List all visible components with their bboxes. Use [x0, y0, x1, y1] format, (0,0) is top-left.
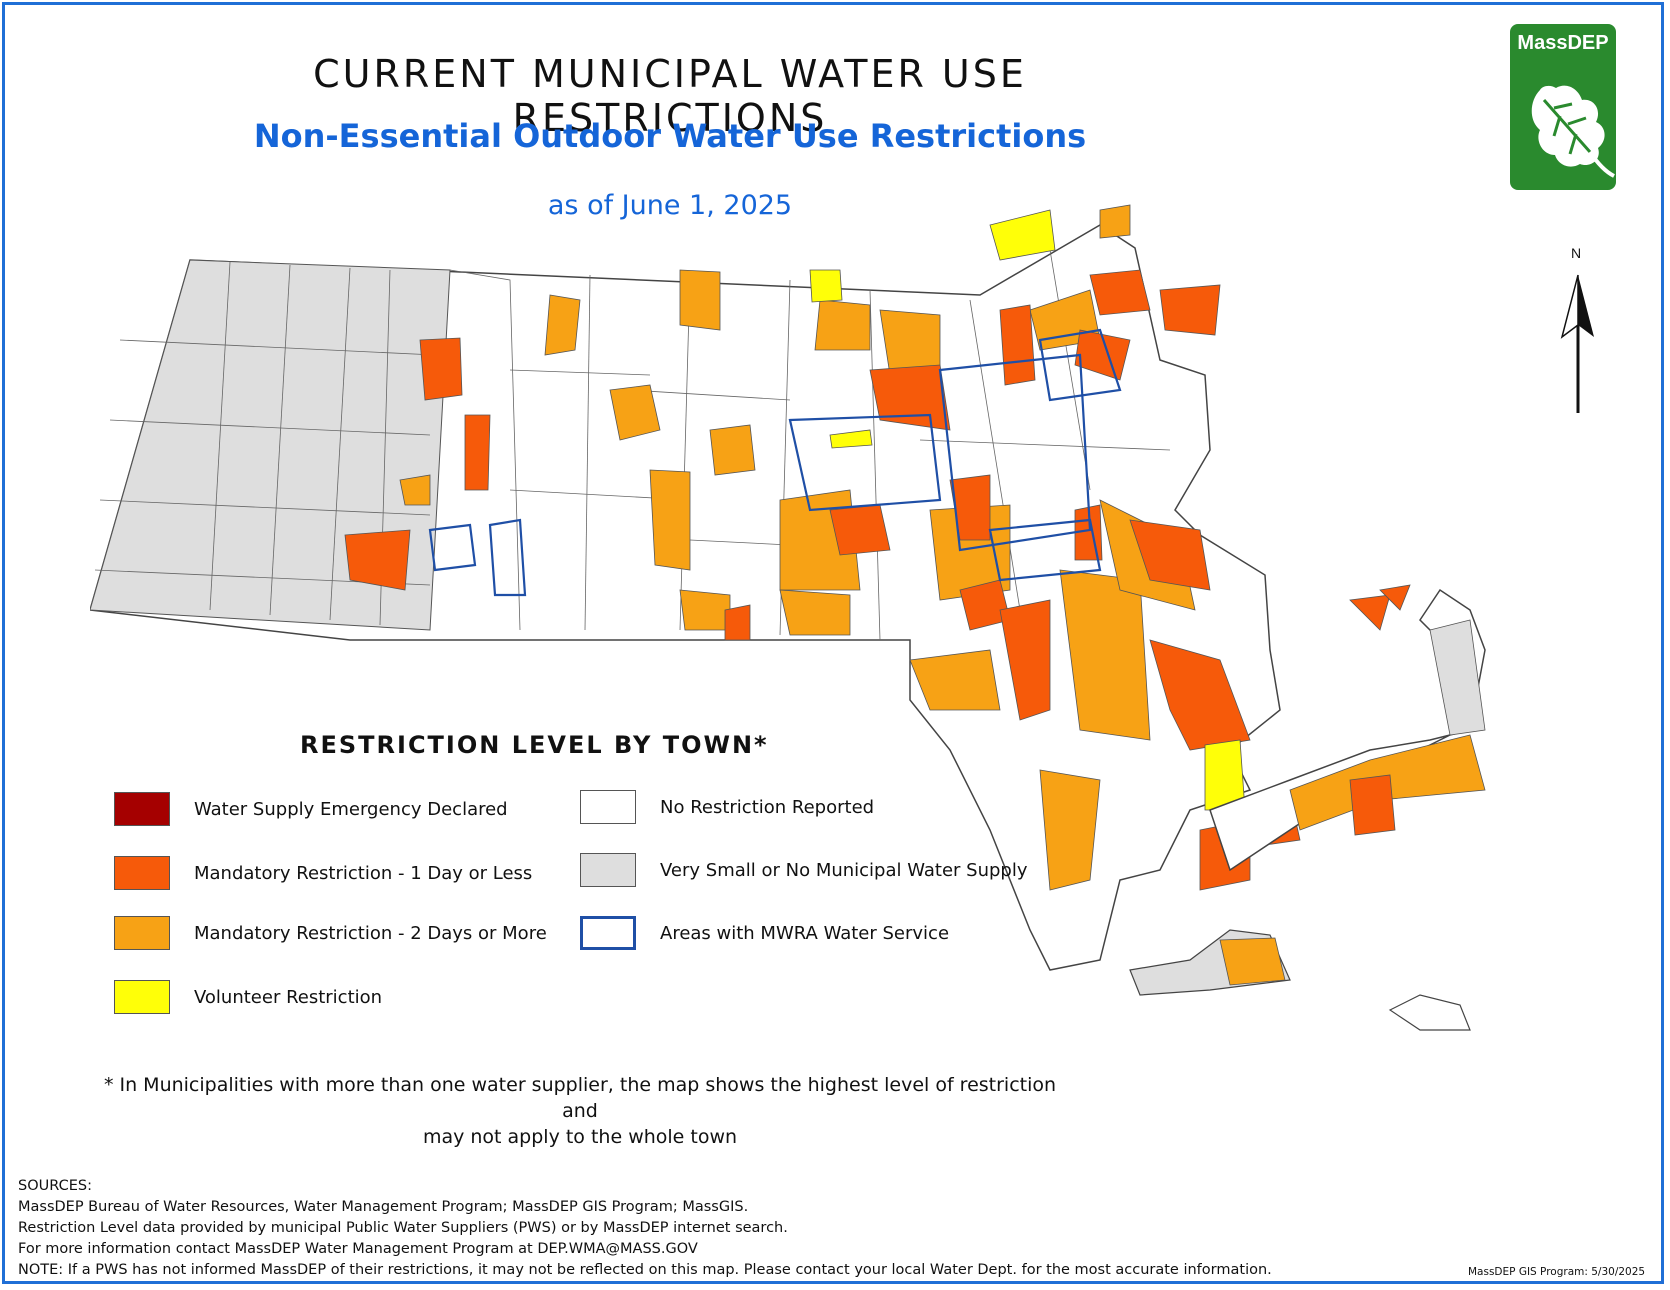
cape-no-supply: [1429, 619, 1486, 736]
massachusetts-map: [90, 204, 1486, 1031]
footnote-line: may not apply to the whole town: [422, 1126, 738, 1148]
sources-line: Restriction Level data provided by munic…: [18, 1220, 788, 1236]
legend-swatch: [580, 916, 636, 950]
legend-swatch: [114, 980, 170, 1014]
north-label: N: [1571, 245, 1582, 261]
sources-line: For more information contact MassDEP Wat…: [18, 1241, 698, 1257]
sources-line: MassDEP Bureau of Water Resources, Water…: [18, 1199, 749, 1215]
cape-mandatory-1-day: [1349, 774, 1396, 836]
legend-title: RESTRICTION LEVEL BY TOWN*: [300, 731, 769, 759]
mwra-service-outlines: [428, 328, 1122, 597]
footnote: * In Municipalities with more than one w…: [90, 1072, 1070, 1150]
legend-swatch: [580, 853, 636, 887]
massdep-logo: MassDEP: [1510, 24, 1616, 190]
map-title: CURRENT MUNICIPAL WATER USE RESTRICTIONS: [313, 52, 1027, 140]
legend-swatch: [580, 790, 636, 824]
legend-swatch: [114, 916, 170, 950]
sources-line: NOTE: If a PWS has not informed MassDEP …: [18, 1262, 1272, 1278]
sources-line: SOURCES:: [18, 1178, 92, 1194]
oak-leaf-icon: [1531, 85, 1615, 178]
nantucket: [1388, 994, 1471, 1031]
map-date: as of June 1, 2025: [547, 190, 793, 221]
towns-mandatory-1-day: [344, 269, 1391, 891]
credit: MassDEP GIS Program: 5/30/2025: [1468, 1266, 1646, 1278]
legend-label: Areas with MWRA Water Service: [660, 923, 950, 944]
footnote-line: * In Municipalities with more than one w…: [103, 1074, 1057, 1122]
legend-label: Volunteer Restriction: [194, 987, 383, 1008]
towns-mandatory-2-days: [399, 204, 1196, 891]
vineyard-mandatory-2-days: [1219, 937, 1286, 986]
legend-label: No Restriction Reported: [660, 797, 875, 818]
legend-label: Water Supply Emergency Declared: [194, 799, 508, 820]
legend-swatch: [114, 792, 170, 826]
legend-swatch: [114, 856, 170, 890]
cape-tip: [1379, 584, 1411, 611]
map-subtitle: Non-Essential Outdoor Water Use Restrict…: [253, 117, 1087, 155]
legend-label: Mandatory Restriction - 2 Days or More: [194, 923, 547, 944]
towns-volunteer: [809, 209, 1246, 811]
logo-text: MassDEP: [1517, 32, 1609, 54]
legend-label: Mandatory Restriction - 1 Day or Less: [194, 863, 533, 884]
legend-label: Very Small or No Municipal Water Supply: [660, 860, 1028, 881]
sources: SOURCES: MassDEP Bureau of Water Resourc…: [18, 1176, 1272, 1281]
town-boundaries: [94, 249, 1171, 641]
north-arrow-icon: [1560, 274, 1594, 413]
